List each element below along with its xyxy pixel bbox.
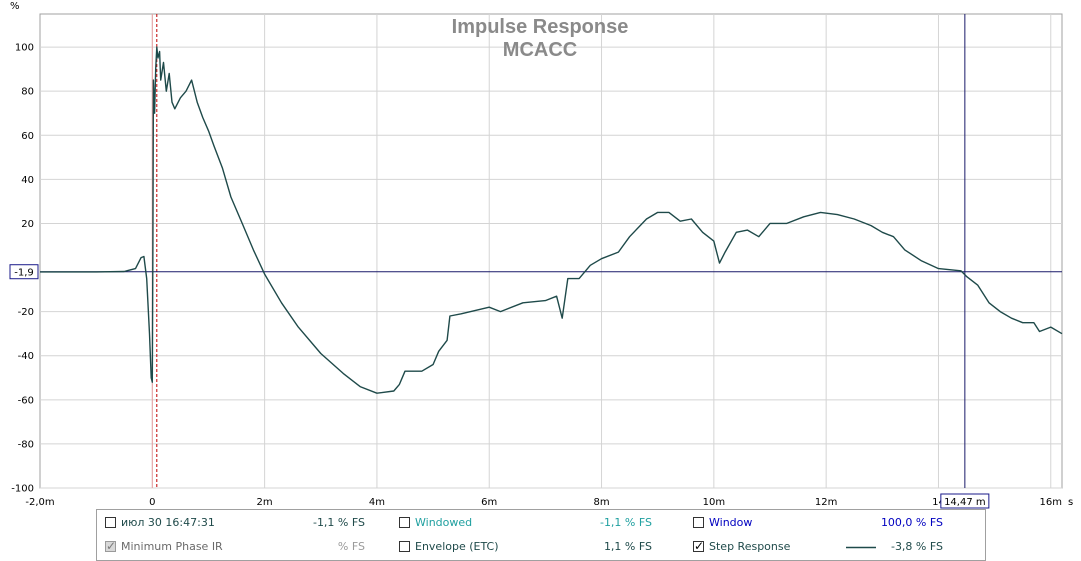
cursor-crosshair[interactable] [40, 14, 1062, 488]
impulse-response-chart[interactable]: Impulse Response MCACC % s -100 -80 -60 -40… [0, 0, 1081, 509]
y-tick-label: 60 [21, 131, 34, 142]
y-axis-unit: % [10, 1, 20, 12]
step-response-checkbox[interactable] [693, 538, 704, 554]
step-response-line-swatch [846, 546, 876, 549]
window-label: Window [709, 516, 753, 529]
series-lines [40, 46, 1063, 394]
windowed-checkbox[interactable] [399, 517, 410, 528]
envelope-etc-value: 1,1 % FS [603, 540, 652, 553]
cursor-y-value: -1,9 [14, 268, 34, 279]
cursor-y-readout: -1,9 [9, 264, 39, 280]
y-tick-label: 20 [21, 219, 34, 230]
x-tick-label: 2m [257, 497, 273, 508]
y-tick-label: -60 [18, 395, 34, 406]
series-line-step-response [40, 46, 1063, 394]
x-tick-label: 8m [593, 497, 609, 508]
x-tick-label: 10m [703, 497, 725, 508]
envelope-etc-label: Envelope (ETC) [415, 540, 499, 553]
y-tick-label: 40 [21, 175, 34, 186]
envelope-etc-checkbox[interactable] [399, 541, 410, 552]
x-tick-label: 0 [149, 497, 155, 508]
y-tick-label: -40 [18, 351, 34, 362]
window-checkbox[interactable] [693, 517, 704, 528]
x-tick-label: -2,0m [25, 497, 54, 508]
y-tick-label: 80 [21, 87, 34, 98]
y-tick-label: -80 [18, 439, 34, 450]
y-tick-label: 100 [15, 43, 34, 54]
minimum-phase-ir-checkbox [105, 538, 116, 554]
x-axis-unit: s [1068, 497, 1073, 508]
legend-item-windowed[interactable]: Windowed -1,1 % FS [399, 515, 679, 531]
step-response-label: Step Response [709, 540, 791, 553]
x-tick-label: 6m [481, 497, 497, 508]
measurement-value: -1,1 % FS [312, 516, 365, 529]
chart-title: Impulse Response [452, 16, 629, 38]
measurement-label: июл 30 16:47:31 [121, 516, 215, 529]
minimum-phase-ir-label: Minimum Phase IR [121, 540, 223, 553]
x-tick-labels: -2,0m 0 2m 4m 6m 8m 10m 12m 14 16m [25, 497, 1062, 508]
legend-item-window[interactable]: Window 100,0 % FS [693, 515, 973, 531]
y-tick-labels: -100 -80 -60 -40 -20 20 40 60 80 100 [11, 43, 34, 495]
x-tick-label: 16m [1040, 497, 1062, 508]
plot-area[interactable] [39, 13, 1063, 489]
y-tick-label: -20 [18, 307, 34, 318]
legend-item-measurement[interactable]: июл 30 16:47:31 -1,1 % FS [105, 515, 385, 531]
window-value: 100,0 % FS [880, 516, 943, 529]
chart-subtitle: MCACC [503, 39, 577, 61]
x-tick-label: 4m [369, 497, 385, 508]
windowed-value: -1,1 % FS [599, 516, 652, 529]
cursor-x-readout: 14,47 m [940, 493, 990, 509]
measurement-checkbox[interactable] [105, 517, 116, 528]
windowed-label: Windowed [415, 516, 473, 529]
x-tick-label: 14 [932, 497, 945, 508]
legend-panel: июл 30 16:47:31 -1,1 % FS Windowed -1,1 … [96, 509, 986, 561]
x-tick-label: 12m [815, 497, 837, 508]
legend-item-step-response[interactable]: Step Response -3,8 % FS [693, 538, 973, 555]
step-response-value: -3,8 % FS [890, 540, 943, 553]
minimum-phase-ir-value: % FS [337, 540, 365, 553]
cursor-x-value: 14,47 m [944, 497, 986, 508]
y-tick-label: -100 [11, 484, 34, 495]
legend-item-envelope-etc[interactable]: Envelope (ETC) 1,1 % FS [399, 539, 679, 555]
cursor-readouts: -1,9 14,47 m [9, 264, 990, 509]
legend-item-minimum-phase-ir: Minimum Phase IR % FS [105, 538, 385, 555]
